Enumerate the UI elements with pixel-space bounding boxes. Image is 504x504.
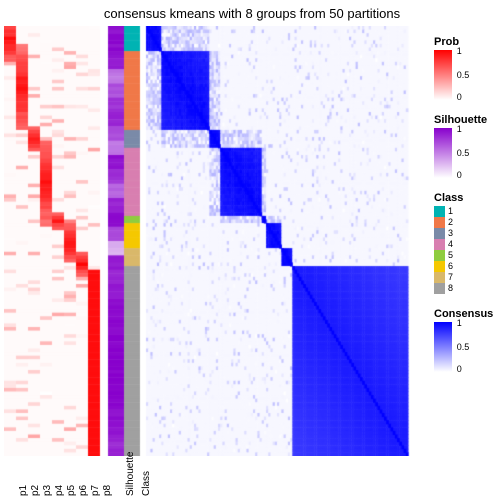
legend-class-item: 4 — [434, 239, 500, 250]
heatmap-canvas — [4, 26, 424, 456]
legend-cons-title: Consensus — [434, 308, 500, 320]
legend-class-item: 6 — [434, 261, 500, 272]
page-title: consensus kmeans with 8 groups from 50 p… — [0, 6, 504, 21]
legend-class-swatch — [434, 283, 445, 294]
legend-class-label: 6 — [448, 261, 453, 271]
legend-class-item: 2 — [434, 217, 500, 228]
x-label: p2 — [30, 485, 41, 496]
x-label: p3 — [42, 485, 53, 496]
legend-class-swatch — [434, 228, 445, 239]
legend-class-label: 2 — [448, 217, 453, 227]
x-label: Silhouette — [125, 452, 136, 496]
legend-prob-gradient — [434, 50, 452, 100]
legend-class-swatch — [434, 239, 445, 250]
legend-sil-ticks: 1 0.5 0 — [455, 128, 479, 178]
x-label: p4 — [54, 485, 65, 496]
legend-class: Class 12345678 — [434, 192, 500, 294]
legend-sil-title: Silhouette — [434, 114, 500, 126]
x-label: p6 — [78, 485, 89, 496]
legend-consensus: Consensus 1 0.5 0 — [434, 308, 500, 372]
legend-class-items: 12345678 — [434, 206, 500, 294]
legend-class-item: 3 — [434, 228, 500, 239]
legend-class-label: 8 — [448, 283, 453, 293]
legend-class-item: 8 — [434, 283, 500, 294]
legend-class-item: 7 — [434, 272, 500, 283]
legend-cons-gradient — [434, 322, 452, 372]
x-label: p8 — [102, 485, 113, 496]
legend-class-item: 1 — [434, 206, 500, 217]
legend-prob: Prob 1 0.5 0 — [434, 36, 500, 100]
legend-class-swatch — [434, 217, 445, 228]
legend-class-label: 1 — [448, 206, 453, 216]
legend-class-label: 5 — [448, 250, 453, 260]
x-label: p5 — [66, 485, 77, 496]
legend-class-item: 5 — [434, 250, 500, 261]
plot-area — [4, 26, 424, 456]
x-label: Class — [141, 471, 152, 496]
legend-silhouette: Silhouette 1 0.5 0 — [434, 114, 500, 178]
legend-class-label: 4 — [448, 239, 453, 249]
legend-panel: Prob 1 0.5 0 Silhouette 1 0.5 0 Class 12… — [434, 36, 500, 386]
x-label: p1 — [18, 485, 29, 496]
legend-prob-ticks: 1 0.5 0 — [455, 50, 479, 100]
legend-class-swatch — [434, 272, 445, 283]
legend-prob-title: Prob — [434, 36, 500, 48]
legend-class-swatch — [434, 261, 445, 272]
legend-class-swatch — [434, 206, 445, 217]
legend-class-title: Class — [434, 192, 500, 204]
legend-cons-ticks: 1 0.5 0 — [455, 322, 479, 372]
x-label: p7 — [90, 485, 101, 496]
legend-class-swatch — [434, 250, 445, 261]
legend-sil-gradient — [434, 128, 452, 178]
legend-class-label: 3 — [448, 228, 453, 238]
legend-class-label: 7 — [448, 272, 453, 282]
